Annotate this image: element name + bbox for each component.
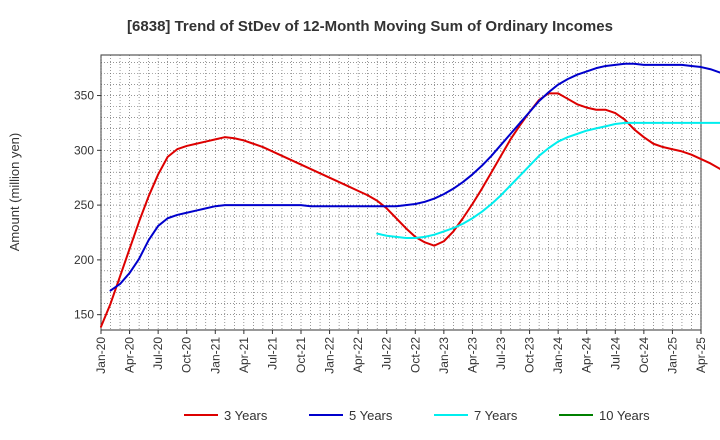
x-tick-label: Jul-23	[494, 337, 508, 370]
legend-label-7-years: 7 Years	[474, 408, 518, 423]
x-tick-label: Jan-25	[665, 337, 679, 374]
x-tick-label: Jul-24	[608, 337, 622, 370]
legend-label-5-years: 5 Years	[349, 408, 393, 423]
series-layer	[100, 62, 720, 328]
x-axis: Jan-20 Apr-20 Jul-20 Oct-20 Jan-21 Apr-21 Jul-…	[94, 330, 708, 374]
x-tick-label: Apr-21	[237, 337, 251, 373]
series-line-3-years	[100, 92, 720, 328]
x-tick-label: Apr-20	[123, 337, 137, 373]
x-tick-label: Jan-23	[437, 337, 451, 374]
x-tick-label: Oct-24	[637, 337, 651, 373]
grid	[100, 55, 702, 330]
x-tick-label: Oct-21	[294, 337, 308, 373]
legend: 3 Years 5 Years 7 Years 10 Years	[184, 408, 650, 423]
x-tick-label: Apr-22	[351, 337, 365, 373]
y-tick-label: 200	[74, 253, 94, 267]
y-tick-label: 250	[74, 198, 94, 212]
chart-title: [6838] Trend of StDev of 12-Month Moving…	[127, 18, 613, 35]
x-tick-label: Apr-23	[465, 337, 479, 373]
x-tick-label: Jul-21	[265, 337, 279, 370]
series-line-5-years	[109, 62, 720, 292]
x-tick-label: Jan-22	[323, 337, 337, 374]
x-tick-label: Jan-24	[551, 337, 565, 374]
x-tick-label: Oct-23	[523, 337, 537, 373]
y-tick-label: 350	[74, 89, 94, 103]
x-tick-label: Jul-20	[151, 337, 165, 370]
x-tick-label: Jul-22	[380, 337, 394, 370]
x-tick-label: Oct-20	[180, 337, 194, 373]
y-axis: 150 200 250 300 350	[74, 89, 101, 322]
plot-area	[100, 54, 702, 331]
y-tick-label: 150	[74, 308, 94, 322]
legend-label-3-years: 3 Years	[224, 408, 268, 423]
y-tick-label: 300	[74, 143, 94, 157]
x-tick-label: Oct-22	[408, 337, 422, 373]
legend-label-10-years: 10 Years	[599, 408, 650, 423]
x-tick-label: Apr-25	[694, 337, 708, 373]
x-tick-label: Jan-20	[94, 337, 108, 374]
x-tick-label: Jan-21	[208, 337, 222, 374]
series-line-7-years	[376, 121, 720, 239]
y-axis-title: Amount (million yen)	[7, 133, 22, 252]
x-tick-label: Apr-24	[580, 337, 594, 373]
